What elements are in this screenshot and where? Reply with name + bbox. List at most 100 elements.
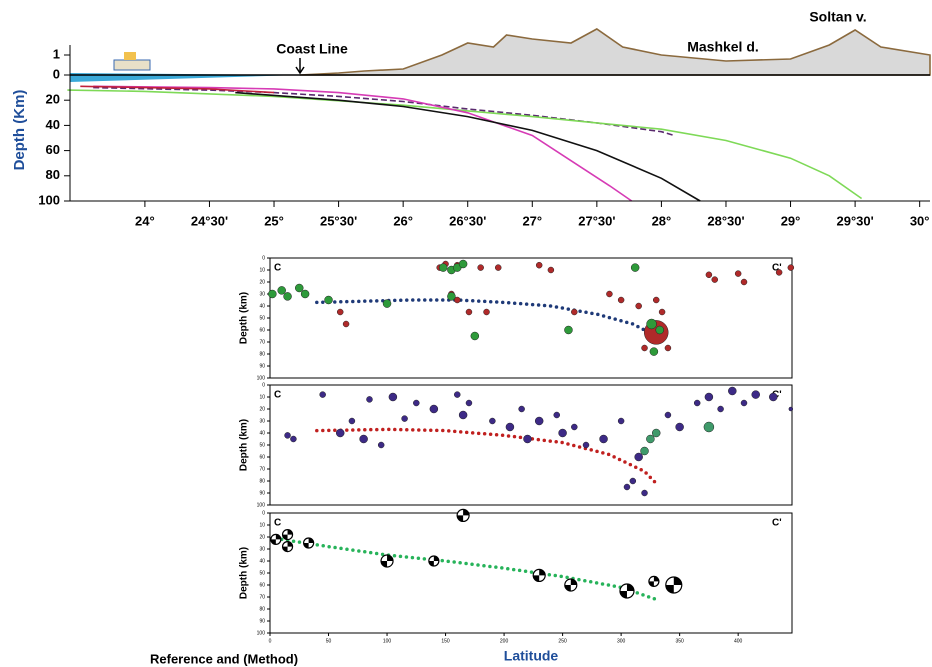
event — [641, 344, 648, 352]
x-tick-label: 26°30' — [449, 213, 486, 228]
y-tick-label: 10 — [259, 394, 265, 400]
event — [324, 295, 333, 305]
event — [465, 308, 473, 316]
panel-frame — [269, 384, 793, 506]
event — [319, 391, 326, 398]
x-tick-label: 0 — [269, 638, 272, 644]
event — [599, 434, 608, 444]
event — [717, 405, 724, 413]
y-axis-label: Depth (km) — [239, 292, 250, 344]
x-tick-label: 150 — [441, 638, 450, 644]
event — [553, 411, 560, 419]
beachball-quadrant — [428, 556, 439, 566]
event — [629, 477, 637, 485]
annotation: Coast Line — [276, 41, 348, 57]
slab-line — [93, 85, 633, 202]
panel-frame — [269, 257, 793, 379]
x-tick-label: 29°30' — [836, 213, 873, 228]
event — [366, 396, 373, 403]
event — [728, 386, 737, 396]
section-label: C' — [772, 518, 782, 529]
event — [634, 452, 643, 462]
y-tick-label: 70 — [259, 339, 265, 345]
y-tick-label: 60 — [46, 142, 60, 157]
event — [470, 331, 480, 341]
event — [787, 264, 795, 271]
beachball-quadrant — [619, 584, 634, 598]
beachball-quadrant — [648, 576, 659, 587]
event — [342, 320, 350, 328]
event — [477, 264, 484, 271]
y-tick-label: 40 — [46, 117, 60, 132]
beachball-quadrant — [564, 579, 577, 591]
beachball-quadrant — [282, 529, 293, 540]
annotation: Soltan v. — [809, 9, 866, 25]
y-tick-label: 30 — [259, 291, 265, 297]
event — [277, 286, 286, 295]
y-tick-label: 90 — [259, 490, 265, 496]
x-tick-label: 200 — [500, 638, 509, 644]
y-tick-label: 30 — [259, 418, 265, 424]
event — [518, 405, 525, 413]
x-tick-label: 29° — [781, 213, 801, 228]
event — [483, 308, 490, 316]
y-tick-label: 100 — [257, 630, 266, 636]
x-tick-label: 30° — [910, 213, 930, 228]
event — [359, 434, 368, 444]
x-tick-label: 300 — [617, 638, 626, 644]
y-axis-label: Depth (km) — [239, 419, 250, 471]
event — [617, 296, 625, 304]
slab-line — [93, 86, 675, 137]
y-tick-label: 60 — [259, 454, 265, 460]
event — [705, 271, 713, 279]
event — [704, 392, 714, 402]
event — [489, 417, 496, 425]
trend-line — [315, 427, 658, 486]
y-tick-label: 10 — [259, 267, 265, 273]
y-tick-label: 80 — [259, 351, 265, 357]
event — [675, 422, 684, 432]
event — [582, 441, 590, 449]
event — [664, 411, 672, 419]
y-axis-label: Depth (km) — [239, 547, 250, 599]
event — [652, 296, 660, 304]
y-tick-label: 40 — [259, 558, 265, 564]
coast-arrow-head — [295, 66, 305, 75]
event — [300, 289, 310, 299]
y-tick-label: 60 — [259, 582, 265, 588]
y-tick-label: 10 — [259, 522, 265, 528]
y-tick-label: 100 — [257, 502, 266, 508]
y-tick-label: 80 — [259, 606, 265, 612]
y-axis-label: Depth (Km) — [11, 90, 28, 171]
event — [505, 422, 515, 432]
event — [558, 428, 567, 438]
y-tick-label: 80 — [259, 478, 265, 484]
event — [494, 264, 502, 271]
event — [751, 390, 760, 399]
x-tick-label: 50 — [326, 638, 332, 644]
beachball-quadrant — [381, 555, 394, 567]
event — [447, 292, 456, 301]
event — [547, 266, 555, 274]
y-tick-label: 0 — [262, 255, 265, 261]
event — [740, 278, 748, 286]
caption: Reference and (Method) — [150, 651, 298, 666]
slab-line — [235, 91, 701, 202]
event — [382, 299, 392, 308]
event — [664, 344, 672, 352]
event — [377, 441, 385, 449]
event — [534, 416, 544, 426]
event — [734, 270, 742, 277]
event — [564, 325, 573, 335]
y-tick-label: 50 — [259, 570, 265, 576]
annotation: Mashkel d. — [687, 39, 759, 55]
event — [290, 435, 297, 443]
event — [646, 434, 655, 444]
event — [740, 399, 748, 407]
x-tick-label: 350 — [675, 638, 684, 644]
event — [401, 415, 408, 422]
event — [413, 399, 420, 407]
beachball-quadrant — [533, 569, 546, 582]
topography — [299, 28, 931, 76]
